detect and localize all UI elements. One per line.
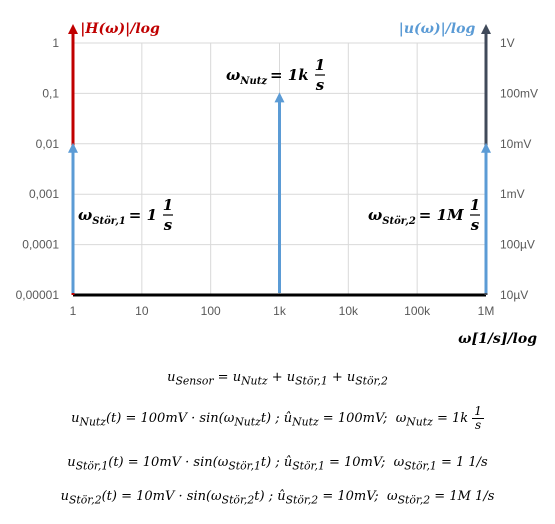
y-left-tick-label: 0,0001 <box>22 238 59 252</box>
equation-stoer1: uStör,1(t) = 10mV · sin(ωStör,1t) ; ûStö… <box>67 455 488 473</box>
svg-text:1: 1 <box>470 196 480 214</box>
y-left-tick-label: 0,01 <box>36 137 60 151</box>
right-axis-title: |u(ω)|/log <box>399 21 476 37</box>
x-tick-label: 10k <box>339 304 359 318</box>
spectral-line-arrowhead <box>274 92 285 103</box>
spectrum-chart: 1 0,1 0,01 0,001 0,0001 0,00001 1V 100mV 10mV 1m… <box>16 21 538 347</box>
x-tick-label: 100k <box>404 304 431 318</box>
svg-text:s: s <box>471 216 480 234</box>
svg-text:ωNutz= 1k: ωNutz = 1k <box>226 66 309 87</box>
annotation-nutz: ωNutz = 1k 1 s <box>226 56 325 94</box>
right-tick-labels: 1V 100mV 10mV 1mV 100µV 10µV <box>500 36 538 302</box>
y-right-tick-label: 100µV <box>500 238 535 252</box>
svg-text:ωStör,1= 1: ωStör,1 = 1 <box>78 206 157 227</box>
svg-text:s: s <box>316 76 325 94</box>
y-right-tick-label: 100mV <box>500 86 538 100</box>
left-tick-labels: 1 0,1 0,01 0,001 0,0001 0,00001 <box>16 36 60 302</box>
spectral-line-arrowhead <box>68 142 78 153</box>
right-axis-arrow <box>481 24 491 34</box>
equation-sensor-sum: uSensor = uNutz + uStör,1 + uStör,2 <box>167 370 388 388</box>
svg-text:1: 1 <box>315 56 325 74</box>
x-tick-labels: 1 10 100 1k 10k 100k 1M <box>70 304 495 318</box>
annotation-stoer1: ωStör,1 = 1 1 s <box>78 196 173 234</box>
svg-text:1: 1 <box>163 196 173 214</box>
svg-text:s: s <box>164 216 173 234</box>
x-tick-label: 1M <box>478 304 495 318</box>
spectral-lines <box>68 92 491 293</box>
y-right-tick-label: 1mV <box>500 187 525 201</box>
x-axis-title: ω[1/s]/log <box>458 331 537 347</box>
x-tick-label: 10 <box>135 304 149 318</box>
y-left-tick-label: 1 <box>52 36 59 50</box>
y-left-tick-label: 0,001 <box>29 187 59 201</box>
equation-nutz: uNutz(t) = 100mV · sin(ωNutzt) ; ûNutz =… <box>71 404 484 432</box>
x-tick-label: 100 <box>201 304 221 318</box>
svg-text:ωStör,2= 1M: ωStör,2 = 1M <box>368 206 464 227</box>
y-right-tick-label: 10mV <box>500 137 531 151</box>
x-tick-label: 1k <box>273 304 287 318</box>
left-axis-title: |H(ω)|/log <box>80 21 160 37</box>
y-right-tick-label: 10µV <box>500 288 528 302</box>
left-axis-arrow <box>68 24 78 34</box>
equation-stoer2: uStör,2(t) = 10mV · sin(ωStör,2t) ; ûStö… <box>60 489 495 507</box>
y-right-tick-label: 1V <box>500 36 515 50</box>
y-left-tick-label: 0,00001 <box>16 288 60 302</box>
y-left-tick-label: 0,1 <box>42 86 59 100</box>
x-tick-label: 1 <box>70 304 77 318</box>
spectral-line-arrowhead <box>481 142 491 153</box>
annotation-stoer2: ωStör,2 = 1M 1 s <box>368 196 480 234</box>
